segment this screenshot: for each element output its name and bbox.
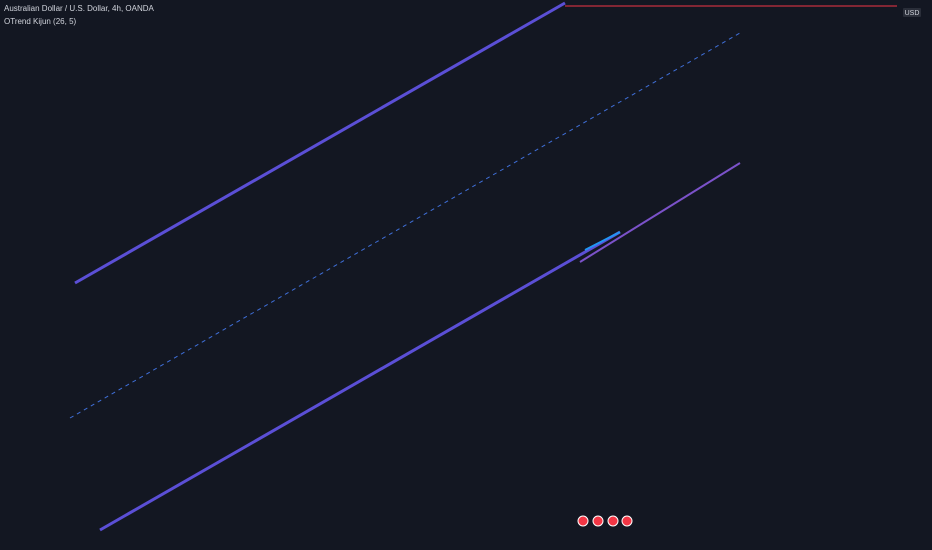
price-scale: [897, 0, 932, 530]
currency-box[interactable]: [903, 8, 921, 17]
projection-line: [584, 231, 621, 251]
drawings: [69, 1, 897, 532]
indicator-label: OTrend Kijun (26, 5): [4, 17, 77, 26]
trend-line: [579, 162, 741, 263]
overlay: [577, 231, 633, 527]
event-icon[interactable]: [592, 515, 604, 527]
event-icon[interactable]: [607, 515, 619, 527]
currency-label[interactable]: USD: [905, 10, 920, 17]
symbol-title: Australian Dollar / U.S. Dollar, 4h, OAN…: [4, 4, 154, 13]
channel-mid: [69, 32, 741, 419]
event-icon[interactable]: [621, 515, 633, 527]
channel-lower: [99, 230, 621, 532]
event-icon[interactable]: [577, 515, 589, 527]
channel-upper: [74, 1, 566, 285]
